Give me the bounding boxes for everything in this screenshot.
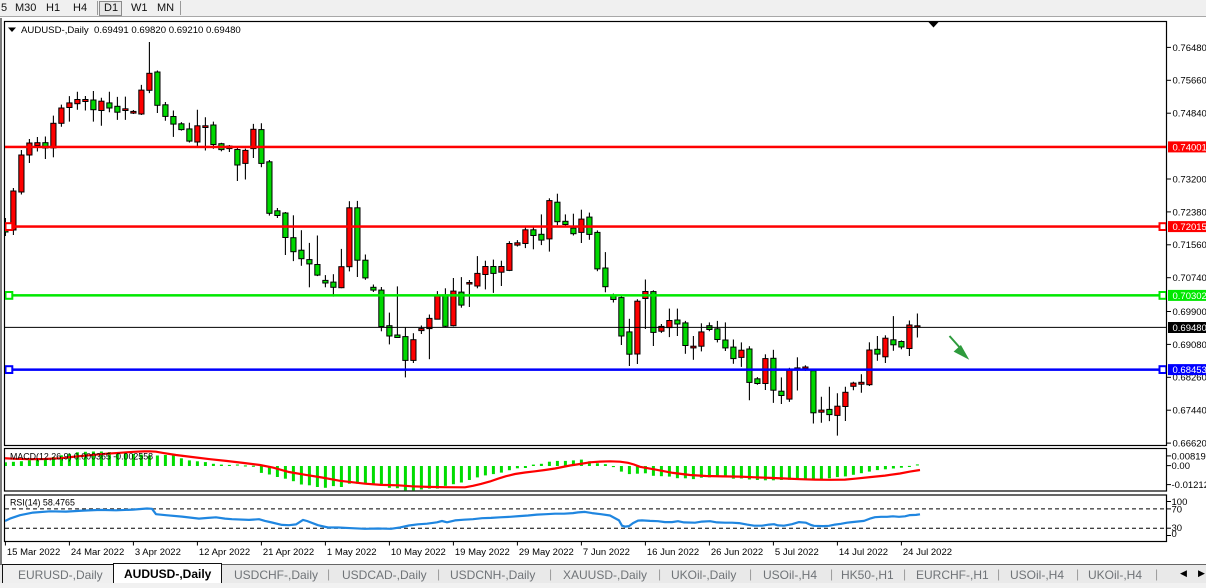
svg-text:26 Jun 2022: 26 Jun 2022 — [711, 547, 763, 558]
svg-text:0.67440: 0.67440 — [1173, 406, 1206, 417]
svg-text:0.70302: 0.70302 — [1173, 291, 1206, 302]
svg-text:0.68453: 0.68453 — [1173, 365, 1206, 376]
svg-text:0.73200: 0.73200 — [1173, 174, 1206, 185]
svg-text:12 Apr 2022: 12 Apr 2022 — [199, 547, 250, 558]
svg-text:0.70740: 0.70740 — [1173, 273, 1206, 284]
svg-text:10 May 2022: 10 May 2022 — [391, 547, 446, 558]
svg-text:0.008197: 0.008197 — [1172, 451, 1206, 462]
svg-text:0.00: 0.00 — [1172, 461, 1191, 472]
svg-text:0.68260: 0.68260 — [1173, 373, 1206, 384]
svg-text:30: 30 — [1172, 523, 1183, 534]
svg-text:0.72380: 0.72380 — [1173, 207, 1206, 218]
svg-text:24 Jul 2022: 24 Jul 2022 — [903, 547, 952, 558]
svg-text:1 May 2022: 1 May 2022 — [327, 547, 377, 558]
svg-text:0.76480: 0.76480 — [1173, 43, 1206, 54]
svg-text:0.72015: 0.72015 — [1173, 222, 1206, 233]
svg-text:RSI(14) 58.4765: RSI(14) 58.4765 — [10, 497, 75, 507]
svg-text:24 Mar 2022: 24 Mar 2022 — [71, 547, 124, 558]
svg-text:AUDUSD-,Daily 0.69491 0.69820: AUDUSD-,Daily 0.69491 0.69820 0.69210 0.… — [21, 25, 241, 36]
svg-text:29 May 2022: 29 May 2022 — [519, 547, 574, 558]
svg-text:0.69080: 0.69080 — [1173, 340, 1206, 351]
svg-text:70: 70 — [1172, 504, 1183, 515]
svg-text:14 Jul 2022: 14 Jul 2022 — [839, 547, 888, 558]
svg-text:0.66620: 0.66620 — [1173, 439, 1206, 450]
svg-text:15 Mar 2022: 15 Mar 2022 — [7, 547, 60, 558]
svg-text:100: 100 — [1172, 497, 1188, 508]
svg-text:0.75660: 0.75660 — [1173, 76, 1206, 87]
svg-text:3 Apr 2022: 3 Apr 2022 — [135, 547, 181, 558]
svg-text:7 Jun 2022: 7 Jun 2022 — [583, 547, 630, 558]
svg-text:0.74001: 0.74001 — [1173, 142, 1206, 153]
svg-text:0.69900: 0.69900 — [1173, 307, 1206, 318]
svg-text:5 Jul 2022: 5 Jul 2022 — [775, 547, 819, 558]
svg-text:-0.01212: -0.01212 — [1172, 480, 1206, 491]
svg-text:16 Jun 2022: 16 Jun 2022 — [647, 547, 699, 558]
svg-text:21 Apr 2022: 21 Apr 2022 — [263, 547, 314, 558]
svg-text:MACD(12,26,9) 0.000365 -0.0025: MACD(12,26,9) 0.000365 -0.002558 — [10, 451, 153, 461]
svg-text:0.69480: 0.69480 — [1173, 323, 1206, 334]
svg-text:19 May 2022: 19 May 2022 — [455, 547, 510, 558]
svg-text:0.71560: 0.71560 — [1173, 240, 1206, 251]
svg-text:0.74840: 0.74840 — [1173, 109, 1206, 120]
svg-text:0: 0 — [1172, 529, 1177, 540]
